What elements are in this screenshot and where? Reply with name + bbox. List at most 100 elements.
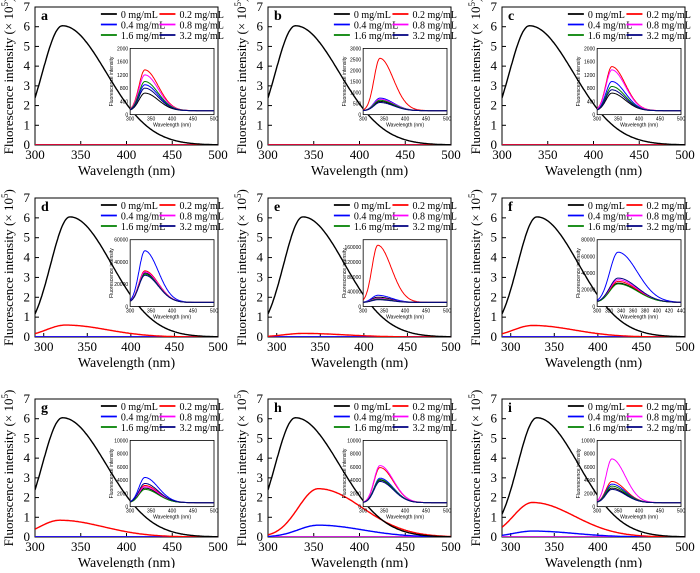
x-tick-label: 450 — [163, 539, 183, 554]
x-tick-label: 450 — [396, 539, 416, 554]
x-tick-label: 300 — [501, 339, 521, 354]
y-tick-label: 3 — [24, 78, 31, 93]
y-tick-label: 1 — [491, 309, 498, 324]
legend-label: 3.2 mg/mL — [412, 222, 456, 233]
inset-x-tick-label: 450 — [422, 509, 431, 515]
inset-y-tick-label: 120000 — [344, 260, 361, 266]
inset-x-tick-label: 350 — [380, 117, 389, 123]
y-tick-label: 0 — [24, 137, 31, 152]
inset-y-tick-label: 0 — [358, 113, 361, 119]
legend-label: 0.2 mg/mL — [179, 10, 223, 21]
legend-label: 1.6 mg/mL — [121, 31, 165, 42]
legend-label: 1.6 mg/mL — [588, 31, 632, 42]
y-tick-label: 0 — [491, 529, 498, 544]
y-axis-label: Fluorescence intensity (× 105) — [233, 0, 249, 154]
legend-label: 1.6 mg/mL — [354, 31, 398, 42]
series-line — [268, 24, 451, 145]
inset-x-tick-label: 500 — [677, 509, 686, 515]
inset: 300 350 400 450 500 0 400 800 1200 1600 2000 Wavele… — [576, 46, 685, 128]
legend-label: 0.2 mg/mL — [179, 201, 223, 212]
series-line — [268, 524, 451, 537]
x-tick-label: 450 — [163, 147, 183, 162]
y-axis-label-part: ) — [234, 0, 249, 2]
y-tick-label: 5 — [24, 38, 31, 53]
y-tick-label: 2 — [257, 98, 264, 113]
inset-x-tick-label: 300 — [359, 509, 368, 515]
y-tick-label: 6 — [257, 210, 264, 225]
inset-x-axis-label: Wavelength (nm) — [153, 123, 191, 129]
x-tick-label: 500 — [208, 147, 228, 162]
inset-y-axis-label: Fluorescence intensity — [109, 56, 115, 106]
y-axis-label: Fluorescence intensity (× 105) — [0, 0, 16, 154]
inset-y-axis-label: Fluorescence intensity — [109, 448, 115, 498]
inset-y-tick-label: 0 — [592, 304, 595, 310]
y-tick-label: 4 — [257, 450, 264, 465]
x-tick-label: 300 — [267, 339, 287, 354]
legend-label: 0.8 mg/mL — [646, 413, 690, 424]
y-tick-label: 2 — [491, 289, 498, 304]
inset-y-tick-label: 6000 — [117, 465, 128, 471]
y-tick-label: 3 — [491, 470, 498, 485]
y-axis-label-part: ) — [468, 0, 483, 2]
x-tick-label: 300 — [258, 147, 278, 162]
inset-x-axis-label: Wavelength (nm) — [153, 515, 191, 521]
inset-y-tick-label: 8000 — [350, 452, 361, 458]
x-tick-label: 350 — [538, 147, 558, 162]
y-tick-label: 7 — [257, 0, 264, 14]
x-axis-label: Wavelength (nm) — [545, 356, 643, 371]
inset: 300 350 400 450 500 0 2000 4000 6000 8000 10000 Wav… — [342, 438, 451, 520]
legend-label: 3.2 mg/mL — [646, 31, 690, 42]
inset-frame — [129, 439, 215, 508]
y-tick-label: 7 — [491, 0, 498, 14]
legend-label: 0 mg/mL — [588, 402, 625, 413]
x-tick-label: 400 — [121, 339, 141, 354]
legend-label: 0 mg/mL — [354, 10, 391, 21]
y-tick-label: 5 — [491, 430, 498, 445]
inset: 300 320 340 360 380 400 420 440 0 20000 40000 60000… — [576, 238, 685, 321]
inset-x-tick-label: 300 — [593, 308, 602, 314]
legend-label: 0.4 mg/mL — [121, 413, 165, 424]
y-axis-label-part: Fluorescence intensity (× 10 — [234, 198, 249, 346]
inset: 300 350 400 450 500 0 400 800 1200 1600 2000 Wavele… — [109, 46, 218, 128]
x-tick-label: 300 — [34, 339, 54, 354]
inset-x-axis-label: Wavelength (nm) — [386, 123, 424, 129]
y-axis-label: Fluorescence intensity (× 105) — [467, 390, 483, 547]
y-axis-label-part: Fluorescence intensity (× 10 — [468, 399, 483, 547]
legend-label: 1.6 mg/mL — [121, 423, 165, 434]
y-tick-label: 2 — [491, 490, 498, 505]
inset-y-tick-label: 6000 — [350, 465, 361, 471]
x-tick-label: 350 — [304, 147, 324, 162]
y-axis-label-exponent: 5 — [233, 193, 243, 198]
x-axis-label: Wavelength (nm) — [311, 556, 409, 568]
x-tick-label: 450 — [396, 147, 416, 162]
inset-x-tick-label: 500 — [443, 308, 452, 314]
inset-y-tick-label: 0 — [125, 113, 128, 119]
legend-label: 0.2 mg/mL — [646, 402, 690, 413]
inset-x-tick-label: 500 — [443, 117, 452, 123]
inset-frame — [129, 48, 215, 116]
x-tick-label: 500 — [441, 147, 461, 162]
x-axis-label: Wavelength (nm) — [545, 556, 643, 568]
y-axis-label-exponent: 5 — [233, 394, 243, 399]
inset-y-tick-label: 80000 — [347, 275, 361, 281]
x-tick-label: 400 — [588, 339, 608, 354]
x-tick-label: 400 — [350, 539, 370, 554]
inset-y-tick-label: 2000 — [584, 491, 595, 497]
inset-x-tick-label: 400 — [401, 308, 410, 314]
y-tick-label: 6 — [257, 19, 264, 34]
x-tick-label: 300 — [492, 147, 512, 162]
inset-y-tick-label: 2500 — [350, 57, 361, 63]
series-line — [502, 416, 685, 537]
y-tick-label: 4 — [491, 450, 498, 465]
inset-y-tick-label: 0 — [592, 505, 595, 511]
panel-b: 300 350 400 450 500 0 1 2 3 4 5 6 7 Wavelength (nm) Fl… — [233, 0, 461, 179]
inset-x-tick-label: 500 — [210, 117, 219, 123]
legend-label: 0.4 mg/mL — [354, 21, 398, 32]
legend-label: 0.2 mg/mL — [646, 10, 690, 21]
y-tick-label: 3 — [257, 78, 264, 93]
y-tick-label: 6 — [491, 19, 498, 34]
y-axis-label-part: ) — [468, 189, 483, 193]
legend-label: 0.2 mg/mL — [179, 402, 223, 413]
inset-x-tick-label: 350 — [614, 509, 623, 515]
